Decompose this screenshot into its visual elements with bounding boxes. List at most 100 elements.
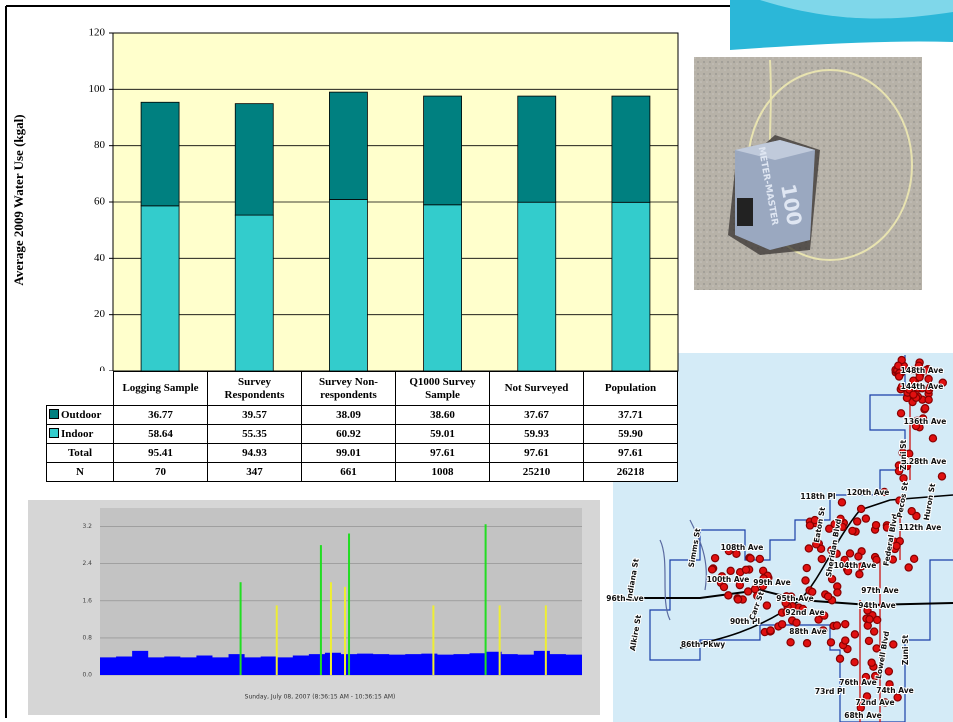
y-tick-label: 3.2 xyxy=(82,523,92,530)
map-marker xyxy=(871,520,881,530)
legend-label: Outdoor xyxy=(61,409,102,421)
map-marker xyxy=(850,657,859,667)
map-marker xyxy=(801,576,810,585)
map-marker xyxy=(894,372,904,381)
usage-area xyxy=(100,650,582,675)
map-marker xyxy=(880,487,889,497)
map-label: 68th Ave xyxy=(844,711,882,720)
map-marker xyxy=(867,658,876,667)
map-marker xyxy=(894,466,904,476)
chart-caption: Sunday, July 08, 2007 (8:36:15 AM - 10:3… xyxy=(245,694,396,701)
usage-spike xyxy=(319,545,322,675)
table-row: Indoor 58.64 55.35 60.92 59.01 59.93 59.90 xyxy=(46,424,678,444)
map-label: 128th Ave xyxy=(904,457,947,466)
map-marker xyxy=(872,615,882,625)
map-marker xyxy=(861,514,871,523)
category-label: Logging Sample xyxy=(113,371,208,406)
value-cell: 59.01 xyxy=(395,424,490,444)
map-marker xyxy=(787,592,796,601)
bar-segment xyxy=(423,204,462,372)
map-marker xyxy=(898,448,907,457)
map-marker xyxy=(896,409,906,418)
value-cell: 99.01 xyxy=(301,443,396,463)
usage-spike xyxy=(239,582,242,675)
y-tick-label: 40 xyxy=(94,252,106,264)
map-marker xyxy=(830,519,839,529)
map-label: 95th Ave xyxy=(776,594,814,603)
value-cell: 37.71 xyxy=(583,405,678,425)
value-cell: 58.64 xyxy=(113,424,208,444)
legend-cell: Indoor xyxy=(46,424,114,444)
usage-spike xyxy=(275,605,278,675)
category-label: Population xyxy=(583,371,678,406)
map-label: 96th Ave xyxy=(606,594,644,603)
value-cell: 70 xyxy=(113,462,208,482)
map-marker xyxy=(856,504,866,514)
map-marker xyxy=(918,414,928,423)
value-cell: 661 xyxy=(301,462,396,482)
map-label: 76th Ave xyxy=(839,678,877,687)
map-marker xyxy=(781,598,790,608)
value-cell: 55.35 xyxy=(207,424,302,444)
map-marker xyxy=(827,574,837,584)
map-marker xyxy=(814,615,823,624)
map-label: 100th Ave xyxy=(707,575,750,584)
map-marker xyxy=(786,638,795,647)
bar-segment xyxy=(234,103,274,216)
map-marker xyxy=(915,373,924,382)
map-marker xyxy=(912,511,921,521)
usage-spike xyxy=(484,524,487,675)
decor-swoosh xyxy=(760,0,953,19)
blank-cell xyxy=(46,371,114,406)
map-marker xyxy=(817,554,826,564)
map-label: 120th Ave xyxy=(847,488,890,497)
map-marker xyxy=(735,580,745,590)
photo xyxy=(694,57,922,290)
map-marker xyxy=(755,554,765,564)
map-marker xyxy=(804,544,814,553)
map-marker xyxy=(928,434,938,443)
value-cell: 39.57 xyxy=(207,405,302,425)
map-marker xyxy=(911,421,921,431)
map-marker xyxy=(888,555,898,564)
bar-segment xyxy=(517,95,557,203)
map-marker xyxy=(724,546,734,556)
map-marker xyxy=(924,395,933,404)
value-cell: 25210 xyxy=(489,462,584,482)
map-marker xyxy=(938,378,947,387)
map-marker xyxy=(920,404,930,413)
bar-segment xyxy=(423,95,462,206)
bar-segment xyxy=(611,201,651,372)
value-cell: 95.41 xyxy=(113,443,208,463)
y-tick-label: 0.0 xyxy=(82,672,92,679)
usage-spike xyxy=(344,586,347,675)
map-marker xyxy=(841,636,850,645)
bar-segment xyxy=(140,101,180,207)
map-marker xyxy=(819,626,828,635)
map-label: 72nd Ave xyxy=(855,698,894,707)
map-label: 104th Ave xyxy=(834,561,877,570)
map-marker xyxy=(836,514,845,523)
map-marker xyxy=(782,607,791,616)
map-label: 73rd Pl xyxy=(815,687,845,696)
bar-segment xyxy=(611,95,651,203)
map-marker xyxy=(865,615,874,624)
map-marker xyxy=(766,626,775,635)
map-marker xyxy=(924,374,933,384)
usage-spike xyxy=(432,605,435,675)
map-marker xyxy=(833,588,842,597)
map-marker xyxy=(848,526,857,536)
map-marker xyxy=(719,582,729,592)
map-marker xyxy=(861,672,871,682)
map-marker xyxy=(899,474,908,483)
y-tick-label: 0.8 xyxy=(82,634,92,641)
map-marker xyxy=(853,517,862,526)
map-marker xyxy=(895,496,904,505)
map-marker xyxy=(759,574,768,583)
map-marker xyxy=(741,565,751,574)
map-marker xyxy=(914,361,924,370)
map-marker xyxy=(746,554,755,563)
usage-spike xyxy=(348,533,351,675)
map-label: 94th Ave xyxy=(858,601,896,610)
